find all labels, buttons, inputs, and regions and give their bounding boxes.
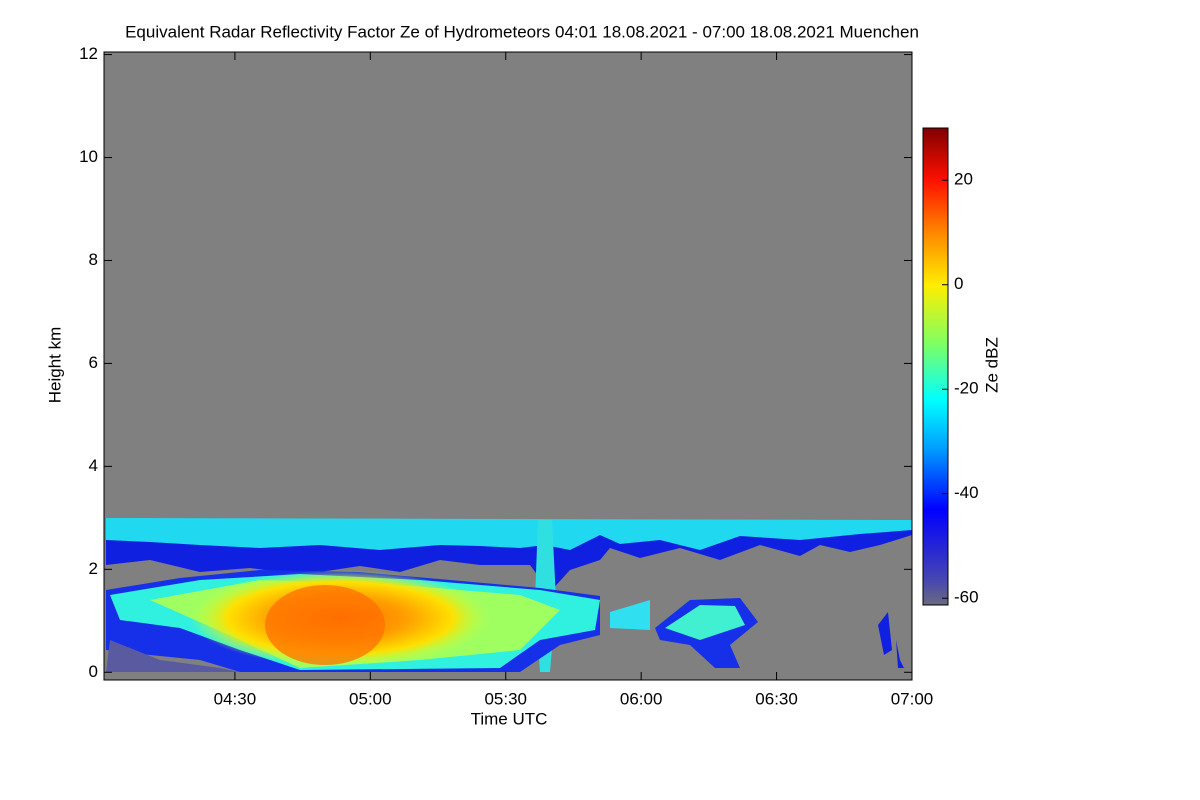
x-axis-label: Time UTC <box>471 709 548 728</box>
y-tick-label: 10 <box>79 147 98 166</box>
y-tick-label: 8 <box>89 250 98 269</box>
y-tick-label: 4 <box>89 456 98 475</box>
colorbar-tick-label: -60 <box>954 588 979 607</box>
radar-echo <box>106 518 912 672</box>
plot-frame <box>103 51 913 681</box>
colorbar-label: Ze dBZ <box>982 337 1001 393</box>
chart-title: Equivalent Radar Reflectivity Factor Ze … <box>125 22 919 41</box>
x-tick-label: 07:00 <box>891 689 934 708</box>
colorbar-tick-label: -20 <box>954 379 979 398</box>
y-tick-label: 12 <box>79 44 98 63</box>
x-tick-label: 06:30 <box>755 689 798 708</box>
x-tick-label: 05:30 <box>484 689 527 708</box>
colorbar-tick-label: 20 <box>954 170 973 189</box>
x-tick-label: 05:00 <box>349 689 392 708</box>
colorbar-tick-label: -40 <box>954 483 979 502</box>
colorbar-tick-label: 0 <box>954 274 963 293</box>
y-axis-label: Height km <box>45 327 64 404</box>
x-tick-label: 06:00 <box>620 689 663 708</box>
y-tick-label: 0 <box>89 662 98 681</box>
colorbar <box>922 127 949 606</box>
y-tick-label: 6 <box>89 353 98 372</box>
x-tick-label: 04:30 <box>214 689 257 708</box>
y-tick-label: 2 <box>89 559 98 578</box>
